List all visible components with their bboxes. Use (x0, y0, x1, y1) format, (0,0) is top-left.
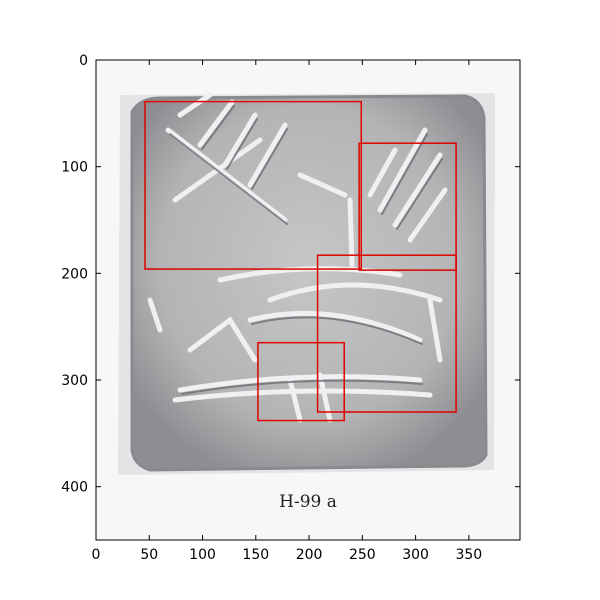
x-tick-label: 350 (455, 547, 482, 563)
x-tick-label: 150 (242, 547, 269, 563)
x-tick-label: 50 (140, 547, 158, 563)
x-tick-label: 200 (296, 547, 323, 563)
bounding-box-1 (144, 100, 363, 270)
x-tick-label: 300 (402, 547, 429, 563)
bounding-box-3 (316, 254, 457, 413)
seal-impression (130, 94, 488, 472)
axes-frame (95, 59, 521, 541)
x-axis-ticks: 0 50 100 150 200 250 300 350 (92, 60, 482, 563)
seal-motif-shadow (169, 105, 443, 395)
y-axis-ticks: 0 100 200 300 400 (61, 53, 520, 496)
seal-motif (147, 92, 448, 423)
y-tick-label: 400 (61, 480, 88, 496)
bounding-box-2 (358, 142, 457, 271)
x-tick-label: 250 (349, 547, 376, 563)
y-tick-label: 300 (61, 373, 88, 389)
bounding-boxes (144, 100, 457, 422)
image-caption: H-99 a (279, 492, 337, 512)
y-tick-label: 100 (61, 160, 88, 176)
bounding-box-4 (257, 341, 345, 422)
y-tick-label: 0 (79, 53, 88, 69)
x-tick-label: 100 (189, 547, 216, 563)
x-tick-label: 0 (92, 547, 101, 563)
photo-panel: H-99 a (96, 60, 520, 540)
y-tick-label: 200 (61, 266, 88, 282)
